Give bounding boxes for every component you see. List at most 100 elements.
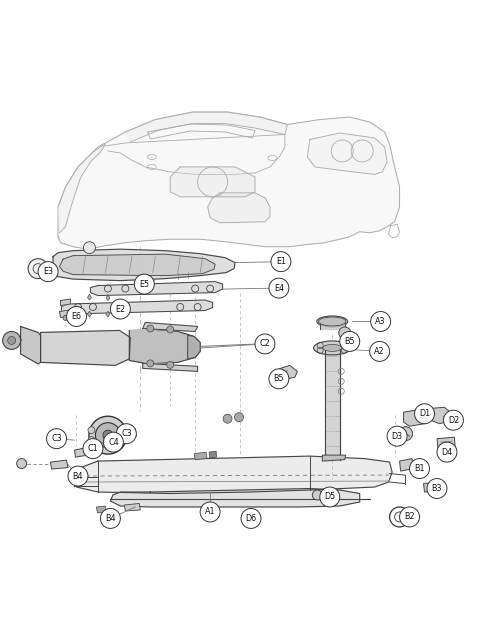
Circle shape xyxy=(103,430,113,440)
Polygon shape xyxy=(427,407,452,423)
Circle shape xyxy=(166,326,173,333)
Circle shape xyxy=(88,437,95,444)
Polygon shape xyxy=(170,167,255,197)
Polygon shape xyxy=(58,112,400,249)
Text: C3: C3 xyxy=(121,429,132,438)
Circle shape xyxy=(437,442,457,462)
Circle shape xyxy=(398,427,412,441)
Circle shape xyxy=(387,426,407,446)
Polygon shape xyxy=(424,482,440,492)
Polygon shape xyxy=(308,133,387,175)
Circle shape xyxy=(100,508,120,529)
Circle shape xyxy=(414,404,434,423)
Text: B3: B3 xyxy=(432,484,442,493)
Text: E1: E1 xyxy=(276,257,286,266)
Text: C2: C2 xyxy=(260,339,270,348)
Polygon shape xyxy=(96,506,106,513)
Text: E6: E6 xyxy=(72,312,82,321)
Circle shape xyxy=(370,341,390,361)
Polygon shape xyxy=(116,435,126,441)
Circle shape xyxy=(89,417,127,454)
Polygon shape xyxy=(60,254,215,275)
Polygon shape xyxy=(62,300,212,314)
Text: A2: A2 xyxy=(374,347,385,356)
Polygon shape xyxy=(50,460,68,469)
Text: C4: C4 xyxy=(108,437,118,447)
Circle shape xyxy=(84,242,96,254)
Polygon shape xyxy=(20,327,40,364)
Circle shape xyxy=(28,259,48,279)
Text: C3: C3 xyxy=(51,434,62,443)
Polygon shape xyxy=(126,112,288,142)
Circle shape xyxy=(68,466,88,486)
Circle shape xyxy=(38,261,58,282)
Text: A1: A1 xyxy=(205,508,216,517)
Polygon shape xyxy=(74,448,88,457)
Polygon shape xyxy=(245,511,258,521)
Polygon shape xyxy=(404,409,428,426)
Text: B4: B4 xyxy=(72,472,83,480)
Circle shape xyxy=(88,427,95,434)
Text: B5: B5 xyxy=(274,374,284,384)
Circle shape xyxy=(255,334,275,354)
Text: A3: A3 xyxy=(376,317,386,326)
Circle shape xyxy=(223,414,232,423)
Polygon shape xyxy=(322,455,345,461)
Circle shape xyxy=(110,299,130,319)
Polygon shape xyxy=(106,294,110,301)
Circle shape xyxy=(200,502,220,522)
Circle shape xyxy=(390,507,409,527)
Polygon shape xyxy=(60,299,70,306)
Polygon shape xyxy=(437,437,456,454)
Polygon shape xyxy=(88,294,92,300)
Polygon shape xyxy=(60,310,70,318)
Polygon shape xyxy=(124,429,136,437)
Circle shape xyxy=(234,413,244,422)
Polygon shape xyxy=(106,311,110,317)
Polygon shape xyxy=(130,329,200,364)
Text: D4: D4 xyxy=(442,448,452,456)
Polygon shape xyxy=(53,249,235,280)
Ellipse shape xyxy=(317,316,348,327)
Polygon shape xyxy=(209,451,216,458)
Circle shape xyxy=(83,439,103,458)
Circle shape xyxy=(166,361,173,368)
Circle shape xyxy=(400,507,419,527)
Circle shape xyxy=(269,278,289,298)
Text: C1: C1 xyxy=(88,444,98,453)
Circle shape xyxy=(66,306,86,327)
Polygon shape xyxy=(208,193,270,223)
Text: D3: D3 xyxy=(392,432,402,441)
Circle shape xyxy=(147,325,154,332)
Polygon shape xyxy=(188,335,200,359)
Circle shape xyxy=(340,332,359,351)
Polygon shape xyxy=(74,456,392,494)
Polygon shape xyxy=(88,311,92,317)
Polygon shape xyxy=(143,363,198,372)
Text: D6: D6 xyxy=(246,514,256,523)
Text: D2: D2 xyxy=(448,416,459,425)
Text: B5: B5 xyxy=(344,337,355,346)
Circle shape xyxy=(427,479,447,499)
Circle shape xyxy=(46,429,66,449)
Ellipse shape xyxy=(314,341,351,355)
Polygon shape xyxy=(400,458,413,471)
Text: B4: B4 xyxy=(105,514,116,523)
Text: E2: E2 xyxy=(116,304,126,313)
Circle shape xyxy=(444,410,464,430)
Circle shape xyxy=(410,458,430,479)
Polygon shape xyxy=(90,282,222,296)
Text: B2: B2 xyxy=(404,513,415,522)
Text: B1: B1 xyxy=(414,464,425,473)
Polygon shape xyxy=(124,503,140,511)
Circle shape xyxy=(271,252,291,272)
Circle shape xyxy=(104,432,124,452)
Circle shape xyxy=(16,458,26,468)
Circle shape xyxy=(134,274,154,294)
Circle shape xyxy=(2,332,21,349)
Text: D5: D5 xyxy=(324,492,336,501)
Circle shape xyxy=(370,311,390,332)
Circle shape xyxy=(147,360,154,367)
Circle shape xyxy=(269,369,289,389)
Circle shape xyxy=(8,337,16,344)
